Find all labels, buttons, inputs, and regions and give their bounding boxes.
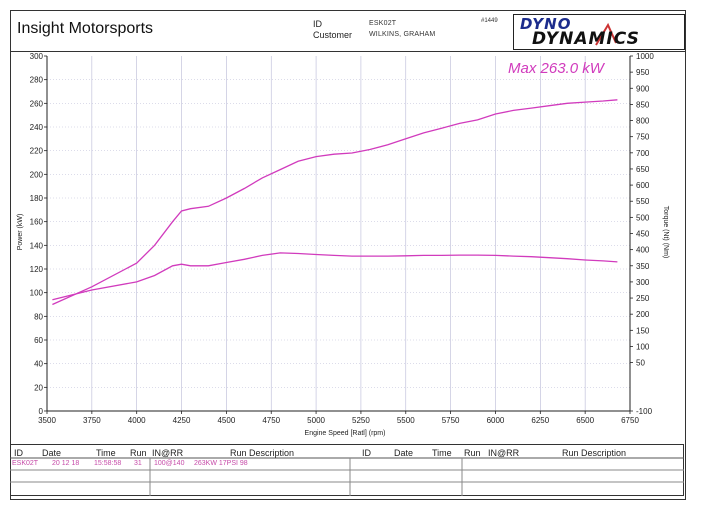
table-header-inrr-2: IN@RR [488,448,520,458]
logo-top-text: DYNO [520,15,572,33]
table-header-date-2: Date [394,448,414,458]
torque-curve [52,252,618,301]
y2-tick-label: 200 [636,310,650,319]
x-tick-label: 6250 [531,416,549,425]
y2-tick-label: 900 [636,84,650,93]
x-tick-label: 4000 [128,416,146,425]
dyno-sheet: Insight Motorsports ID Customer ESK02T W… [10,10,686,500]
y-tick-label: 40 [34,360,43,369]
y-tick-label: 180 [30,194,44,203]
y-tick-label: 60 [34,336,43,345]
x-tick-label: 5250 [352,416,370,425]
y2-axis-label: Torque (Nt) (Nm) [662,206,669,259]
x-tick-label: 5500 [397,416,415,425]
id-label: ID [313,19,322,29]
x-tick-label: 3750 [83,416,101,425]
customer-label: Customer [313,30,353,40]
chart-grid [47,56,630,411]
table-header-desc-2: Run Description [562,448,627,458]
y-tick-label: 260 [30,99,44,108]
y2-tick-label: 400 [636,246,650,255]
table-header-date: Date [42,448,62,458]
y2-tick-label: -100 [636,407,653,416]
x-tick-label: 6500 [576,416,594,425]
table-row-desc: 263KW 17PSI 98 [194,460,248,467]
y2-tick-label: 250 [636,294,650,303]
power-curve [52,99,618,306]
x-tick-label: 5000 [307,416,325,425]
table-header-run: Run [130,448,147,458]
y-tick-label: 120 [30,265,44,274]
chart-series [52,99,618,306]
sheet-number: #1449 [481,18,498,24]
y-tick-label: 300 [30,52,44,61]
y-tick-label: 20 [34,383,43,392]
table-row-id: ESK02T [12,460,39,467]
y2-tick-label: 700 [636,149,650,158]
run-table: ID Date Time Run IN@RR Run Description I… [10,444,684,496]
y-tick-label: 220 [30,147,44,156]
x-tick-label: 5750 [442,416,460,425]
table-row-inrr: 100@140 [154,460,185,467]
y-tick-label: 100 [30,289,44,298]
table-header-time: Time [96,448,116,458]
x-tick-label: 4500 [217,416,235,425]
table-header-desc: Run Description [230,448,295,458]
x-axis-label: Engine Speed [Ratl] (rpm) [305,430,386,437]
x-tick-label: 3500 [38,416,56,425]
x-tick-label: 4750 [262,416,280,425]
y2-tick-label: 500 [636,213,650,222]
table-row-run: 31 [134,460,142,467]
customer-value: WILKINS, GRAHAM [369,31,436,38]
y2-tick-label: 850 [636,100,650,109]
y-tick-label: 0 [39,407,44,416]
table-header-run-2: Run [464,448,481,458]
sheet-header: Insight Motorsports ID Customer ESK02T W… [11,11,685,52]
y2-tick-label: 350 [636,262,650,271]
x-tick-label: 6000 [487,416,505,425]
table-header-id-2: ID [362,448,371,458]
logo-bottom-text: DYNAMICS [532,29,640,49]
table-header-inrr: IN@RR [152,448,184,458]
y2-tick-label: 150 [636,326,650,335]
id-value: ESK02T [369,20,397,27]
y2-tick-label: 550 [636,197,650,206]
y-axis-label: Power (kW) [17,214,24,251]
y-tick-label: 140 [30,241,44,250]
y-tick-label: 280 [30,76,44,85]
y-tick-label: 240 [30,123,44,132]
y-tick-label: 200 [30,170,44,179]
table-row-time: 15:58:58 [94,460,122,467]
y-tick-label: 80 [34,312,43,321]
y2-tick-label: 750 [636,133,650,142]
y2-tick-label: 950 [636,68,650,77]
y2-tick-label: 650 [636,165,650,174]
max-power-annotation: Max 263.0 kW [508,60,604,77]
dyno-dynamics-logo: DYNO DYNAMICS [513,14,685,50]
x-tick-label: 4250 [173,416,191,425]
company-name: Insight Motorsports [17,20,154,37]
chart-axes [46,56,631,412]
chart-ticks: 3500 3750 4000 4250 4500 4750 5000 5250 5500 5750… [30,52,655,425]
y2-tick-label: 1000 [636,52,654,61]
table-header-id: ID [14,448,23,458]
y2-tick-label: 50 [636,359,645,368]
y2-tick-label: 800 [636,117,650,126]
run-table-grid [10,444,684,496]
y2-tick-label: 100 [636,342,650,351]
table-header-time-2: Time [432,448,452,458]
y2-tick-label: 450 [636,230,650,239]
logo-swoosh-icon [595,22,617,46]
x-tick-label: 6750 [621,416,639,425]
y2-tick-label: 300 [636,278,650,287]
y2-tick-label: 600 [636,181,650,190]
table-row-date: 20 12 18 [52,460,80,467]
y-tick-label: 160 [30,218,44,227]
